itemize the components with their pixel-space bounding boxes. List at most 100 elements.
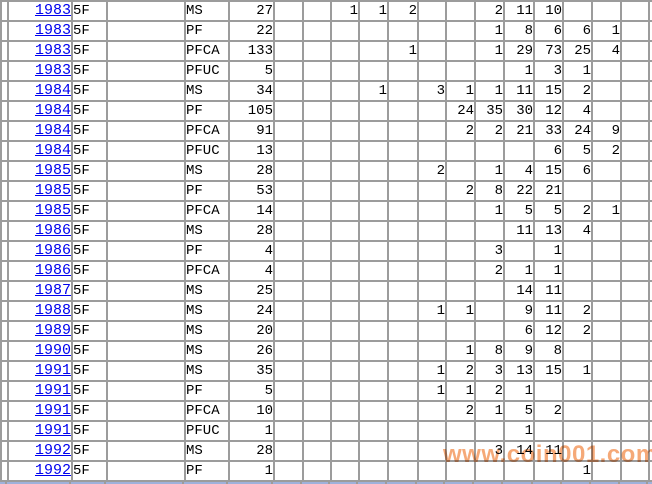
grade-cell: 5F — [71, 140, 108, 162]
blank-cell — [106, 360, 186, 382]
grade-distribution-cell — [387, 440, 419, 462]
grade-cell: 5F — [71, 380, 108, 402]
year-link[interactable]: 1985 — [34, 182, 71, 199]
grade-distribution-cell — [330, 20, 360, 42]
grade-distribution-cell: 9 — [503, 300, 535, 322]
grade-distribution-cell — [562, 240, 593, 262]
grade-distribution-cell — [387, 180, 419, 202]
partial-next-row-cell — [648, 482, 652, 484]
total-count-cell: 53 — [228, 180, 275, 202]
row-gutter-cell — [0, 300, 9, 322]
grade-distribution-cell — [273, 100, 304, 122]
table-row: 1991 5F MS 35 1 2 3 13 15 1 — [0, 360, 652, 382]
grade-distribution-cell: 3 — [417, 80, 447, 102]
grade-distribution-cell — [330, 400, 360, 422]
row-gutter-cell — [0, 220, 9, 242]
grade-distribution-cell: 8 — [474, 180, 505, 202]
blank-cell — [106, 320, 186, 342]
grade-distribution-cell: 21 — [533, 180, 564, 202]
grade-distribution-cell — [591, 180, 622, 202]
grade-distribution-cell — [358, 240, 389, 262]
grade-distribution-cell — [620, 420, 650, 442]
clipped-edge-cell — [648, 240, 652, 262]
grade-distribution-cell — [474, 140, 505, 162]
grade-distribution-cell: 1 — [591, 20, 622, 42]
strike-type-cell: MS — [184, 280, 230, 302]
grade-distribution-cell: 11 — [533, 280, 564, 302]
grade-distribution-cell — [273, 360, 304, 382]
partial-next-row-cell — [533, 482, 560, 484]
year-link[interactable]: 1992 — [34, 462, 71, 479]
grade-distribution-cell — [591, 440, 622, 462]
grade-distribution-cell: 4 — [591, 40, 622, 62]
grade-distribution-cell: 6 — [533, 20, 564, 42]
year-link[interactable]: 1986 — [34, 242, 71, 259]
grade-distribution-cell: 2 — [562, 300, 593, 322]
grade-distribution-cell: 15 — [533, 160, 564, 182]
grade-distribution-cell — [358, 260, 389, 282]
grade-distribution-cell: 6 — [562, 160, 593, 182]
grade-cell: 5F — [71, 320, 108, 342]
grade-distribution-cell — [302, 280, 332, 302]
year-link[interactable]: 1985 — [34, 162, 71, 179]
grade-distribution-cell: 13 — [503, 360, 535, 382]
grade-distribution-cell — [330, 240, 360, 262]
year-link[interactable]: 1991 — [34, 402, 71, 419]
blank-cell — [106, 140, 186, 162]
year-link[interactable]: 1984 — [34, 122, 71, 139]
grade-distribution-cell: 1 — [503, 60, 535, 82]
grade-cell: 5F — [71, 0, 108, 22]
year-cell: 1985 — [7, 180, 73, 202]
total-count-cell: 28 — [228, 440, 275, 462]
grade-distribution-cell — [302, 260, 332, 282]
grade-distribution-cell: 1 — [445, 300, 476, 322]
year-link[interactable]: 1986 — [34, 222, 71, 239]
grade-distribution-cell — [387, 160, 419, 182]
grade-distribution-cell — [302, 380, 332, 402]
grade-distribution-cell: 1 — [387, 40, 419, 62]
year-link[interactable]: 1991 — [34, 382, 71, 399]
year-link[interactable]: 1987 — [34, 282, 71, 299]
grade-distribution-cell: 1 — [330, 0, 360, 22]
grade-cell: 5F — [71, 220, 108, 242]
year-link[interactable]: 1989 — [34, 322, 71, 339]
year-link[interactable]: 1984 — [34, 82, 71, 99]
year-link[interactable]: 1986 — [34, 262, 71, 279]
grade-distribution-cell — [273, 400, 304, 422]
row-gutter-cell — [0, 80, 9, 102]
grade-distribution-cell — [445, 240, 476, 262]
year-link[interactable]: 1991 — [34, 422, 71, 439]
grade-distribution-cell — [620, 120, 650, 142]
year-link[interactable]: 1988 — [34, 302, 71, 319]
table-row: 1984 5F PFUC 13 6 5 2 — [0, 140, 652, 162]
blank-cell — [106, 180, 186, 202]
grade-distribution-cell — [302, 120, 332, 142]
grade-distribution-cell — [387, 140, 419, 162]
year-cell: 1992 — [7, 460, 73, 482]
grade-distribution-cell — [273, 420, 304, 442]
year-link[interactable]: 1991 — [34, 362, 71, 379]
blank-cell — [106, 160, 186, 182]
grade-distribution-cell — [330, 320, 360, 342]
clipped-edge-cell — [648, 360, 652, 382]
year-link[interactable]: 1992 — [34, 442, 71, 459]
year-link[interactable]: 1984 — [34, 102, 71, 119]
year-link[interactable]: 1984 — [34, 142, 71, 159]
grade-distribution-cell: 1 — [417, 380, 447, 402]
year-link[interactable]: 1983 — [34, 62, 71, 79]
grade-distribution-cell — [330, 220, 360, 242]
blank-cell — [106, 260, 186, 282]
grade-distribution-cell: 2 — [591, 140, 622, 162]
total-count-cell: 28 — [228, 160, 275, 182]
year-link[interactable]: 1990 — [34, 342, 71, 359]
year-cell: 1991 — [7, 400, 73, 422]
year-link[interactable]: 1983 — [34, 22, 71, 39]
grade-distribution-cell — [445, 140, 476, 162]
grade-distribution-cell: 1 — [533, 240, 564, 262]
grade-distribution-cell: 4 — [562, 220, 593, 242]
blank-cell — [106, 40, 186, 62]
grade-distribution-cell — [474, 300, 505, 322]
year-link[interactable]: 1983 — [34, 2, 71, 19]
year-link[interactable]: 1985 — [34, 202, 71, 219]
year-link[interactable]: 1983 — [34, 42, 71, 59]
